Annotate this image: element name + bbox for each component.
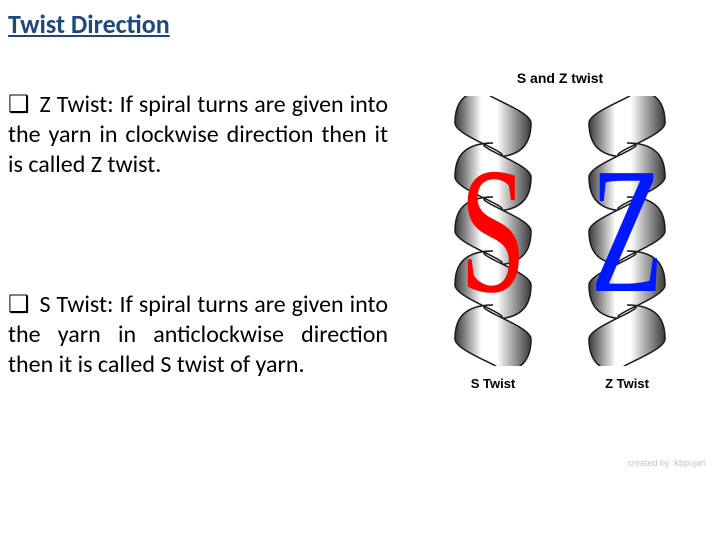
z-spiral: Z [587, 96, 667, 366]
page-title: Twist Direction [8, 8, 170, 40]
z-twist-text: Z Twist: If spiral turns are given into … [8, 90, 388, 179]
z-spiral-svg [587, 96, 667, 366]
s-twist-paragraph: ❑ S Twist: If spiral turns are given int… [8, 290, 388, 380]
bullet-icon: ❑ [8, 91, 30, 118]
z-caption: Z Twist [587, 376, 667, 391]
bullet-icon: ❑ [8, 291, 30, 318]
figure-title: S and Z twist [410, 70, 710, 86]
s-caption: S Twist [453, 376, 533, 391]
s-spiral-svg [453, 96, 533, 366]
spirals-row: S Z [410, 96, 710, 366]
s-spiral: S [453, 96, 533, 366]
captions-row: S Twist Z Twist [410, 376, 710, 391]
figure-credit: created by :kbpujari [627, 458, 706, 468]
s-twist-text: S Twist: If spiral turns are given into … [8, 290, 388, 379]
twist-figure: S and Z twist S Z S Twist Z Twist create… [410, 70, 710, 450]
z-twist-paragraph: ❑ Z Twist: If spiral turns are given int… [8, 90, 388, 180]
